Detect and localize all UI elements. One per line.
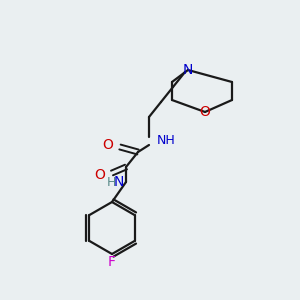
Text: O: O	[94, 168, 105, 182]
Text: H: H	[106, 176, 116, 188]
Text: NH: NH	[157, 134, 176, 146]
Text: O: O	[200, 105, 210, 119]
Text: O: O	[102, 138, 113, 152]
Text: N: N	[114, 175, 124, 189]
Text: F: F	[108, 255, 116, 269]
Text: N: N	[183, 63, 193, 77]
